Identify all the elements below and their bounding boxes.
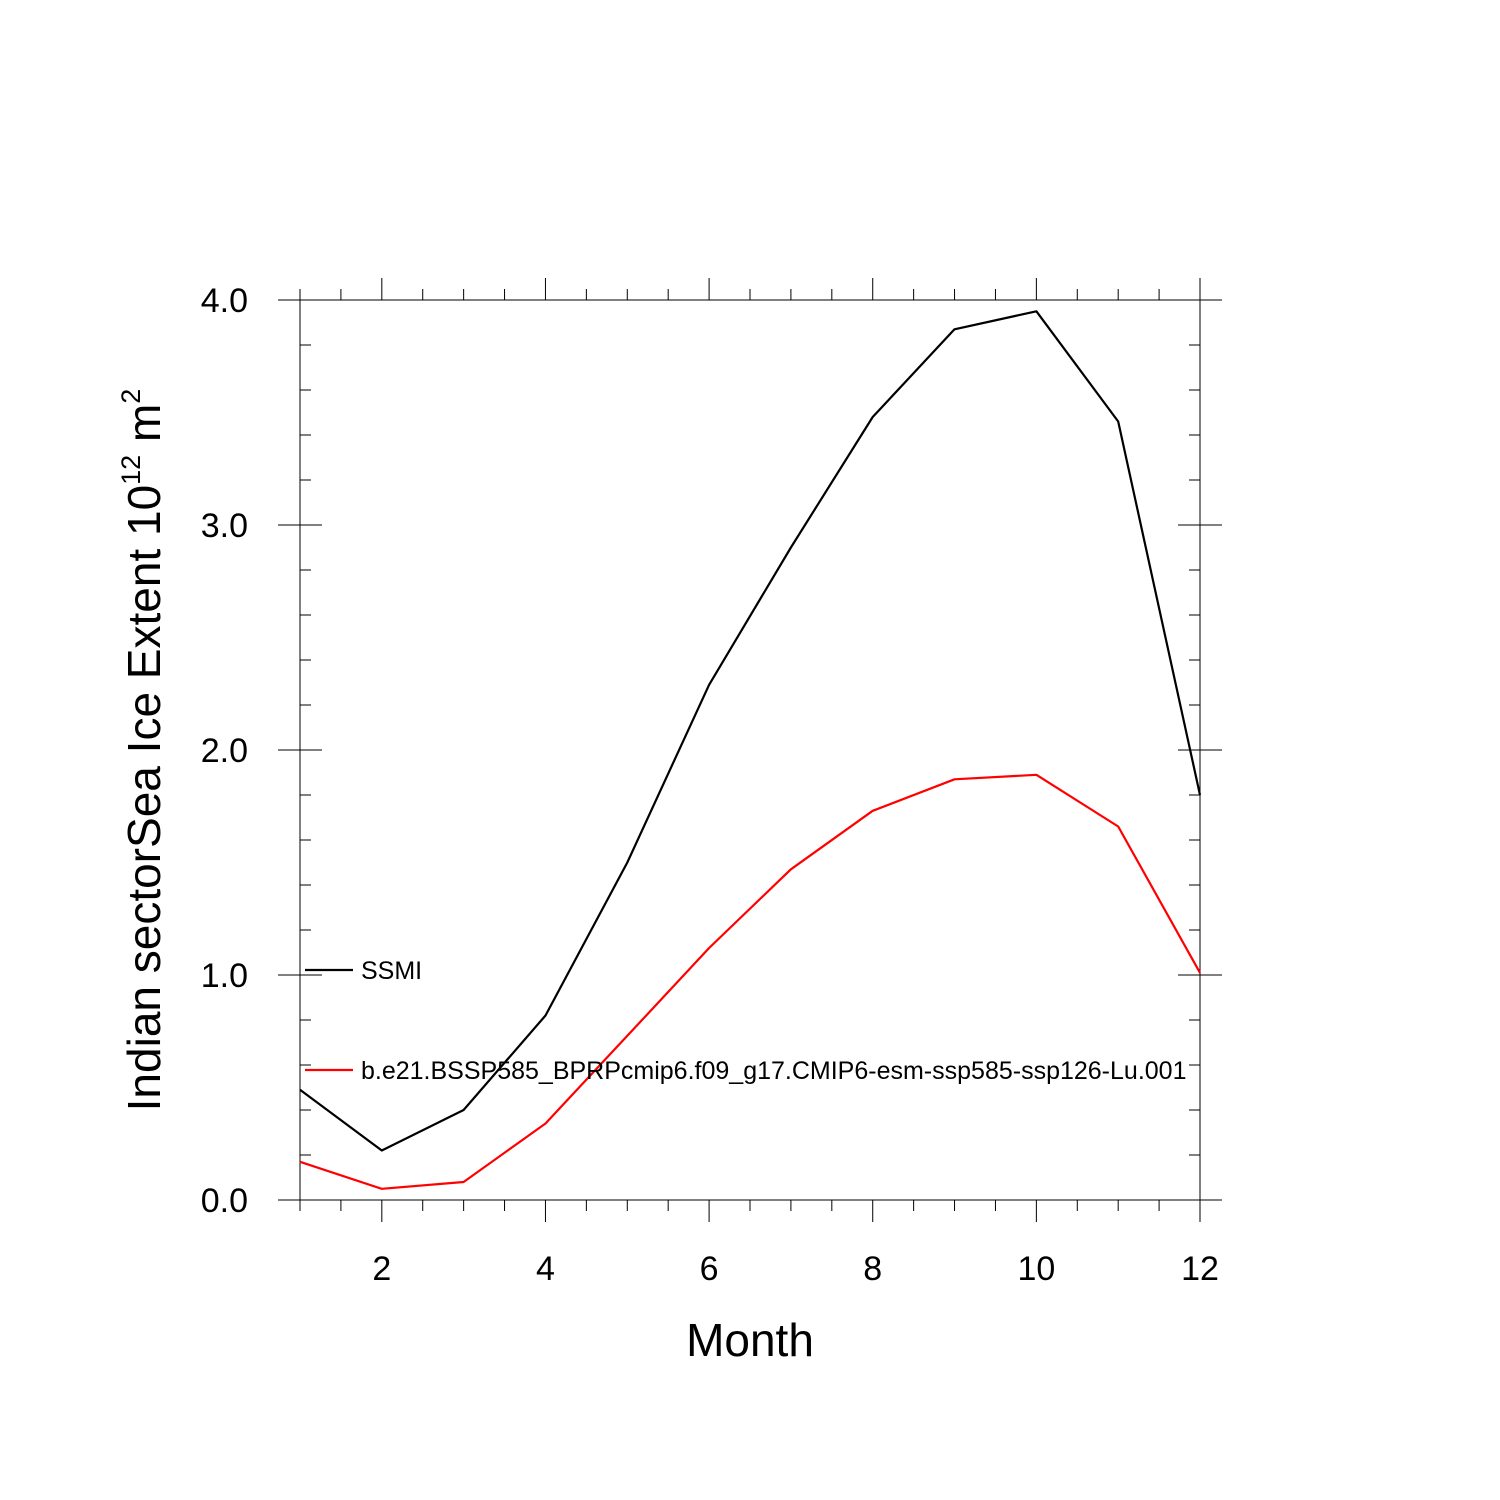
series-line-1 xyxy=(299,310,1202,1152)
legend: SSMI b.e21.BSSP585_BPRPcmip6.f09_g17.CMIP… xyxy=(305,957,1186,1085)
x-tick-label: 12 xyxy=(1181,1250,1219,1288)
x-tick-label: 10 xyxy=(1017,1250,1055,1288)
axis-tick-labels: 2 4 6 8 10 12 0.0 1.0 2.0 3.0 4.0 xyxy=(201,282,1219,1288)
y-axis-title-main: Indian sectorSea Ice Extent 10 xyxy=(118,485,170,1112)
y-tick-label: 4.0 xyxy=(201,282,248,320)
x-tick-label: 2 xyxy=(372,1250,391,1288)
y-axis-title-unit: m xyxy=(118,404,170,455)
x-tick-label: 4 xyxy=(536,1250,555,1288)
legend-label: SSMI xyxy=(361,957,422,985)
axis-ticks xyxy=(278,278,1222,1222)
y-axis-title: Indian sectorSea Ice Extent 1012 m2 xyxy=(116,389,170,1112)
y-tick-label: 3.0 xyxy=(201,507,248,545)
legend-label: b.e21.BSSP585_BPRPcmip6.f09_g17.CMIP6-es… xyxy=(361,1057,1186,1085)
y-tick-label: 0.0 xyxy=(201,1182,248,1220)
x-tick-label: 8 xyxy=(863,1250,882,1288)
series-line-2 xyxy=(299,773,1201,1190)
x-tick-label: 6 xyxy=(700,1250,719,1288)
x-axis-title: Month xyxy=(686,1314,814,1366)
y-tick-label: 2.0 xyxy=(201,732,248,770)
y-axis-title-unit-exponent: 2 xyxy=(116,389,146,404)
series-lines xyxy=(299,310,1202,1190)
y-tick-label: 1.0 xyxy=(201,957,248,995)
y-axis-title-exponent: 12 xyxy=(116,455,146,485)
